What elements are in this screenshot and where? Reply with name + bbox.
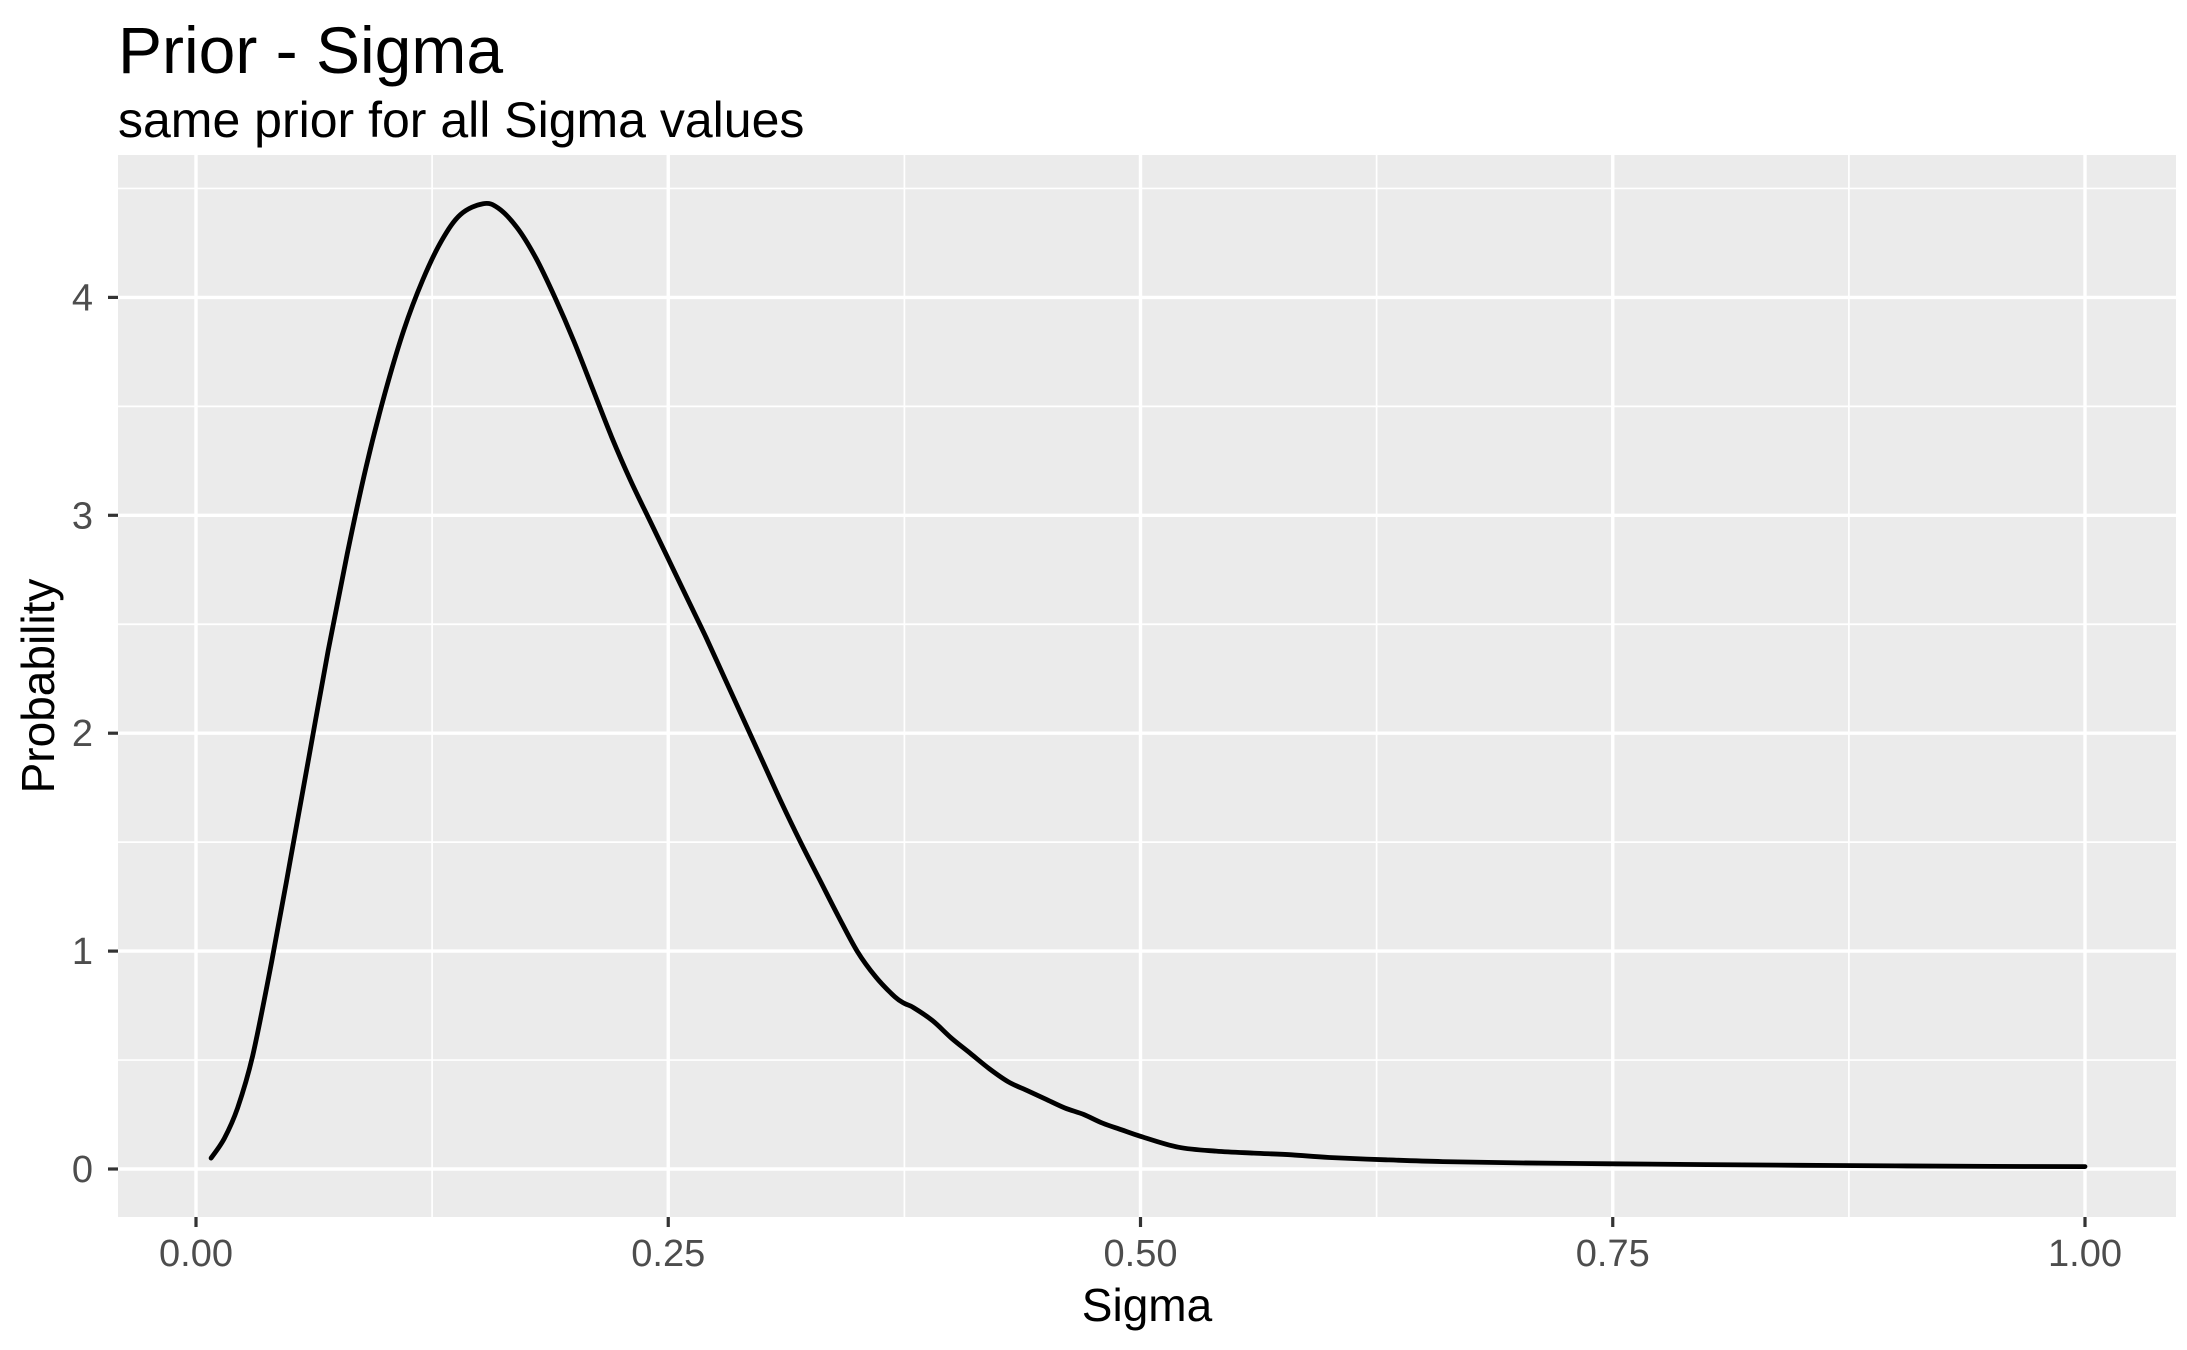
x-tick-label: 0.50 bbox=[1104, 1233, 1178, 1275]
plot-title: Prior - Sigma bbox=[118, 13, 504, 87]
x-tick-label: 0.75 bbox=[1576, 1233, 1650, 1275]
density-curve bbox=[208, 200, 2088, 1169]
y-tick-labels: 0 1 2 3 4 bbox=[72, 277, 93, 1191]
y-tick-label: 1 bbox=[72, 931, 93, 973]
x-axis-title: Sigma bbox=[1081, 1279, 1213, 1331]
y-tick-label: 4 bbox=[72, 277, 93, 319]
axis-ticks bbox=[108, 295, 2087, 1227]
y-tick-label: 2 bbox=[72, 713, 93, 755]
grid-major bbox=[118, 155, 2176, 1217]
x-tick-label: 1.00 bbox=[2048, 1233, 2122, 1275]
plot-subtitle: same prior for all Sigma values bbox=[118, 92, 805, 148]
x-tick-label: 0.00 bbox=[159, 1233, 233, 1275]
y-axis-title: Probability bbox=[11, 578, 64, 794]
y-tick-label: 3 bbox=[72, 495, 93, 537]
y-tick-label: 0 bbox=[72, 1149, 93, 1191]
x-tick-labels: 0.00 0.25 0.50 0.75 1.00 bbox=[159, 1233, 2122, 1275]
grid-minor bbox=[118, 155, 2176, 1217]
x-tick-label: 0.25 bbox=[631, 1233, 705, 1275]
panel-background bbox=[118, 155, 2176, 1217]
